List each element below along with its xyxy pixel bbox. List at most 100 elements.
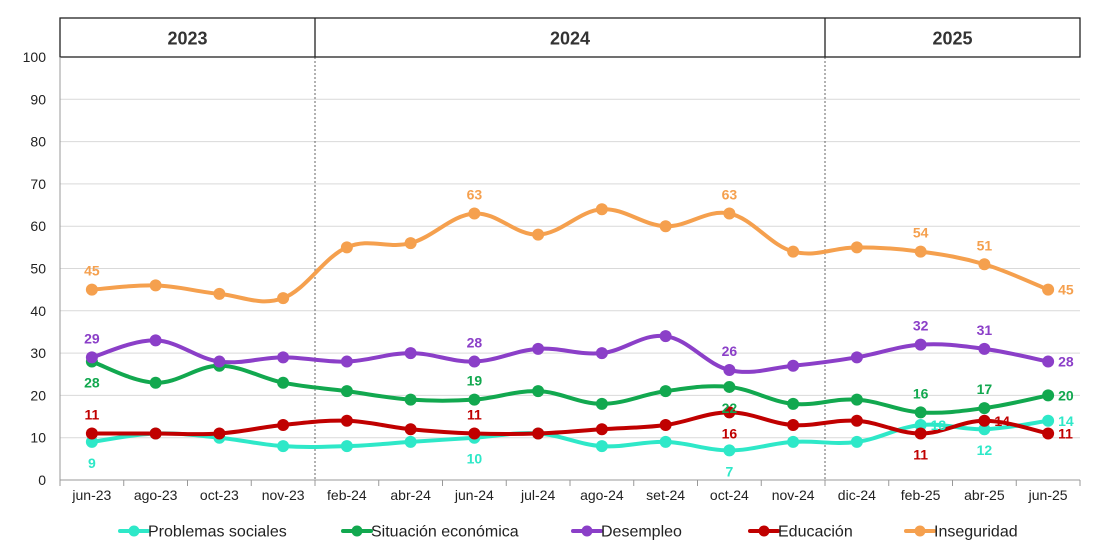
data-label: 17 <box>977 381 993 397</box>
x-tick-label: oct-23 <box>200 487 239 503</box>
data-point <box>1042 355 1055 368</box>
data-point <box>850 351 863 364</box>
data-label: 11 <box>467 406 482 422</box>
data-point <box>149 334 162 347</box>
data-point <box>213 287 226 300</box>
data-point <box>85 427 98 440</box>
legend-label: Situación económica <box>371 524 519 541</box>
data-label: 28 <box>1058 354 1074 370</box>
data-point <box>532 385 545 398</box>
y-tick-label: 20 <box>30 387 46 403</box>
axes: 0 10 20 30 40 50 60 70 80 90 100 jun-23 ago-23 oct-23… <box>23 49 1081 503</box>
data-point <box>787 419 800 432</box>
legend-item-inseguridad: Inseguridad <box>904 524 1018 541</box>
x-tick-label: set-24 <box>646 487 685 503</box>
legend-item-desempleo: Desempleo <box>571 524 682 541</box>
data-point <box>468 207 481 220</box>
data-label: 22 <box>722 400 738 416</box>
data-point <box>277 351 290 364</box>
data-point <box>723 207 736 220</box>
data-label: 45 <box>1058 282 1074 298</box>
data-point <box>1042 283 1055 296</box>
data-point <box>787 397 800 410</box>
series-line <box>89 410 1051 437</box>
data-point <box>277 440 290 453</box>
data-point <box>595 347 608 360</box>
data-point <box>149 376 162 389</box>
data-point <box>978 342 991 355</box>
legend-label: Inseguridad <box>934 524 1018 541</box>
data-label: 20 <box>1058 387 1074 403</box>
data-point <box>850 414 863 427</box>
data-point <box>532 228 545 241</box>
data-point <box>659 435 672 448</box>
x-tick-label: oct-24 <box>710 487 749 503</box>
year-label: 2025 <box>932 29 972 49</box>
series-inseguridad <box>85 203 1055 305</box>
year-header: 2023 2024 2025 <box>59 17 1081 58</box>
data-point <box>468 393 481 406</box>
series-line <box>89 207 1051 304</box>
data-label: 31 <box>977 322 993 338</box>
legend-item-educacion: Educación <box>748 524 853 541</box>
year-label: 2023 <box>167 29 207 49</box>
year-label: 2024 <box>550 29 590 49</box>
data-point <box>340 241 353 254</box>
data-label: 51 <box>977 237 993 253</box>
legend-swatch-marker <box>758 525 770 537</box>
y-tick-label: 90 <box>30 91 46 107</box>
data-label: 11 <box>913 446 928 462</box>
data-point <box>213 427 226 440</box>
y-tick-label: 70 <box>30 176 46 192</box>
series-line <box>89 359 1051 415</box>
legend-item-situacion-economica: Situación económica <box>341 524 519 541</box>
data-point <box>850 435 863 448</box>
data-point <box>787 245 800 258</box>
data-point <box>1042 414 1055 427</box>
data-point <box>787 359 800 372</box>
data-point <box>723 444 736 457</box>
legend-label: Desempleo <box>601 524 682 541</box>
x-tick-label: nov-23 <box>262 487 305 503</box>
data-label: 63 <box>722 187 738 203</box>
x-tick-label: nov-24 <box>772 487 815 503</box>
data-point <box>340 355 353 368</box>
legend-label: Educación <box>778 524 853 541</box>
x-tick-label: jul-24 <box>520 487 555 503</box>
data-point <box>978 402 991 415</box>
data-point <box>149 427 162 440</box>
legend-swatch-marker <box>581 525 593 537</box>
series-situacion-economica <box>85 355 1055 419</box>
x-tick-label: feb-25 <box>901 487 941 503</box>
data-label: 14 <box>1058 413 1074 429</box>
data-point <box>1042 389 1055 402</box>
legend-swatch-marker <box>914 525 926 537</box>
x-tick-label: feb-24 <box>327 487 367 503</box>
data-point <box>787 435 800 448</box>
series-line <box>89 418 1051 453</box>
data-point <box>595 203 608 216</box>
data-label: 63 <box>467 187 483 203</box>
series-educacion <box>85 406 1055 440</box>
x-tick-label: ago-23 <box>134 487 178 503</box>
data-point <box>978 423 991 436</box>
data-point <box>914 338 927 351</box>
y-tick-label: 30 <box>30 345 46 361</box>
year-header-box <box>59 17 1081 58</box>
data-point <box>914 419 927 432</box>
data-point <box>277 292 290 305</box>
data-label: 14 <box>994 413 1010 429</box>
data-point <box>340 414 353 427</box>
data-point <box>914 406 927 419</box>
data-point <box>468 427 481 440</box>
y-tick-label: 10 <box>30 430 46 446</box>
data-label: 28 <box>467 335 483 351</box>
data-label: 26 <box>722 343 738 359</box>
data-label: 11 <box>84 406 99 422</box>
data-label: 12 <box>977 442 993 458</box>
data-point <box>277 419 290 432</box>
data-label: 16 <box>722 425 738 441</box>
